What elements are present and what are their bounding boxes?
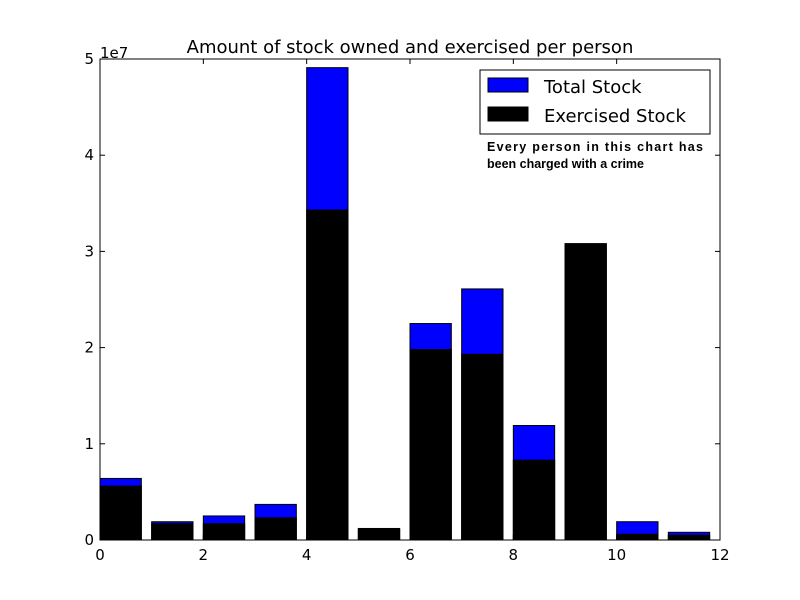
bars-group bbox=[99, 67, 711, 541]
x-tick-label: 4 bbox=[302, 546, 312, 564]
bar-exercised-stock-5 bbox=[357, 528, 401, 541]
chart-title: Amount of stock owned and exercised per … bbox=[187, 37, 634, 58]
bar-exercised-stock-7 bbox=[461, 353, 504, 541]
legend: Total Stock Exercised Stock bbox=[479, 69, 711, 135]
y-tick-label: 5 bbox=[84, 50, 94, 68]
bar-exercised-stock-4 bbox=[306, 209, 349, 541]
x-tick-label: 2 bbox=[199, 546, 209, 564]
bar-exercised-stock-8 bbox=[512, 459, 556, 541]
bar-exercised-stock-9 bbox=[564, 243, 607, 541]
y-tick-label: 3 bbox=[84, 242, 94, 260]
y-tick-label: 1 bbox=[84, 435, 94, 453]
annotation-line-1: Every person in this chart has bbox=[487, 140, 703, 154]
plot-frame bbox=[99, 58, 721, 541]
bar-exercised-stock-0 bbox=[99, 485, 142, 541]
y-offset-label: 1e7 bbox=[100, 44, 128, 62]
legend-frame bbox=[479, 69, 711, 135]
bar-exercised-stock-2 bbox=[202, 523, 246, 541]
legend-label-exercised-stock: Exercised Stock bbox=[544, 106, 686, 127]
bar-exercised-stock-11 bbox=[667, 534, 711, 541]
y-tick-label: 0 bbox=[84, 531, 94, 549]
x-tick-label: 10 bbox=[607, 546, 626, 564]
y-tick-label: 4 bbox=[84, 146, 94, 164]
x-tick-label: 6 bbox=[405, 546, 415, 564]
bar-exercised-stock-10 bbox=[616, 533, 659, 541]
annotation-line-2: been charged with a crime bbox=[487, 157, 644, 171]
x-tick-label: 12 bbox=[710, 546, 729, 564]
bar-exercised-stock-6 bbox=[409, 349, 452, 541]
x-tick-label: 0 bbox=[95, 546, 105, 564]
legend-swatch-exercised-stock bbox=[487, 106, 529, 122]
y-tick-label: 2 bbox=[84, 339, 94, 357]
bar-exercised-stock-1 bbox=[151, 523, 194, 541]
legend-swatch-total-stock bbox=[487, 77, 529, 93]
x-tick-label: 8 bbox=[509, 546, 519, 564]
legend-label-total-stock: Total Stock bbox=[543, 77, 642, 98]
bar-exercised-stock-3 bbox=[254, 517, 297, 541]
